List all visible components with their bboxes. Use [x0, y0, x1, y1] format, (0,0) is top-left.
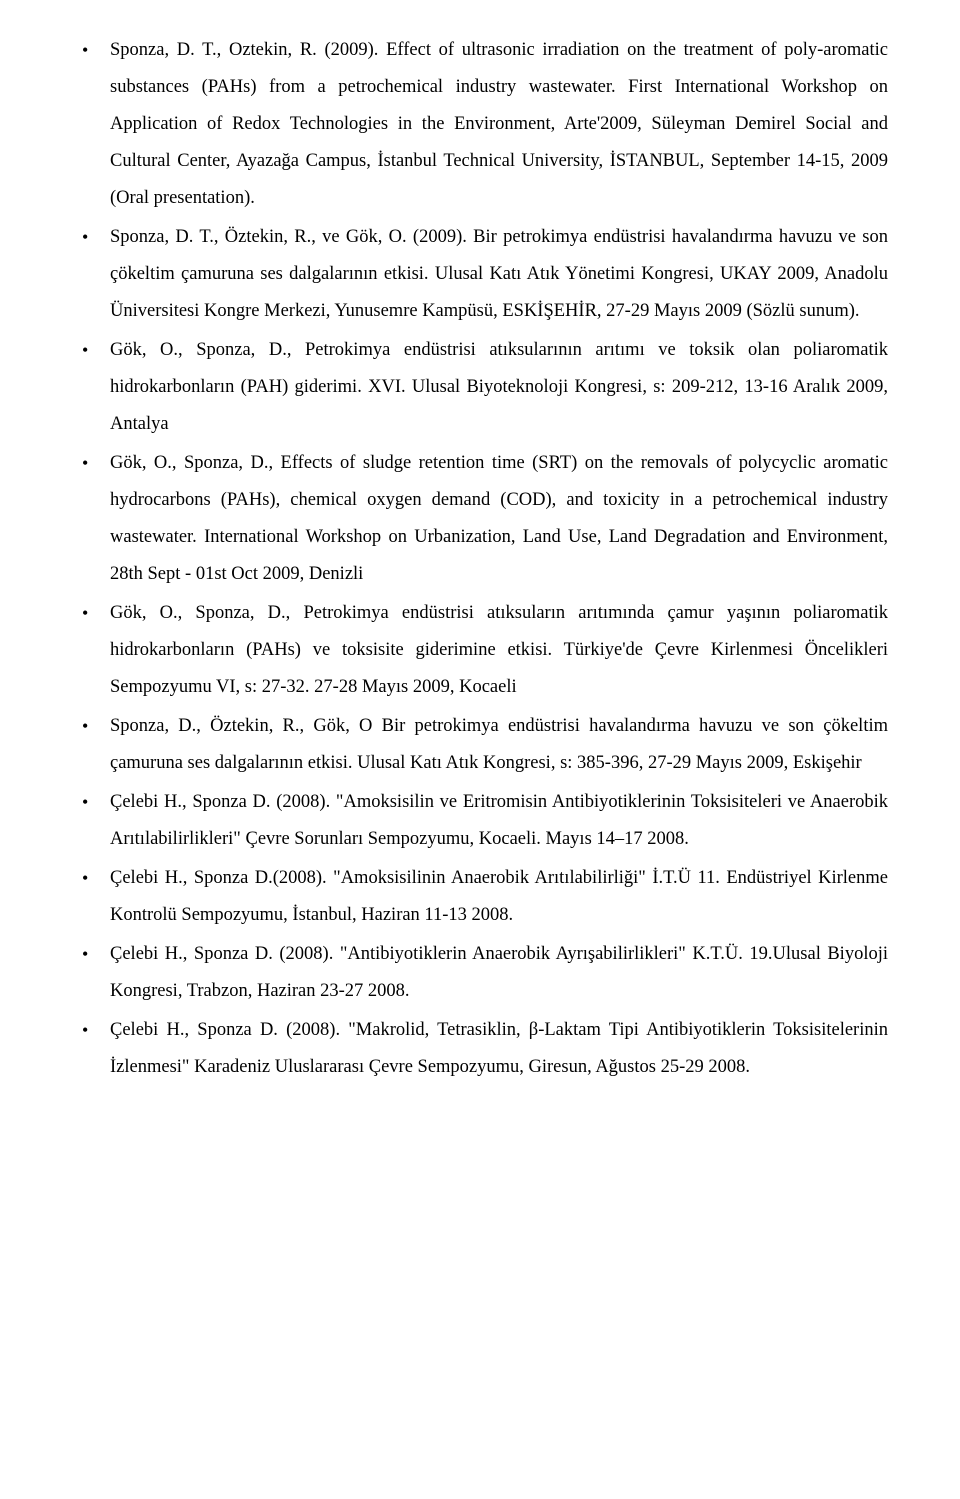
reference-text: Gök, O., Sponza, D., Petrokimya endüstri…	[110, 603, 888, 697]
reference-text: Sponza, D. T., Oztekin, R. (2009). Effec…	[110, 40, 888, 208]
reference-item: Çelebi H., Sponza D.(2008). "Amoksisilin…	[72, 860, 888, 934]
reference-item: Çelebi H., Sponza D. (2008). "Antibiyoti…	[72, 936, 888, 1010]
reference-text: Sponza, D. T., Öztekin, R., ve Gök, O. (…	[110, 227, 888, 321]
reference-item: Gök, O., Sponza, D., Petrokimya endüstri…	[72, 595, 888, 706]
reference-item: Sponza, D. T., Oztekin, R. (2009). Effec…	[72, 32, 888, 217]
reference-item: Gök, O., Sponza, D., Effects of sludge r…	[72, 445, 888, 593]
reference-text: Gök, O., Sponza, D., Petrokimya endüstri…	[110, 340, 888, 434]
reference-text: Çelebi H., Sponza D.(2008). "Amoksisilin…	[110, 868, 888, 925]
reference-item: Sponza, D., Öztekin, R., Gök, O Bir petr…	[72, 708, 888, 782]
reference-text: Çelebi H., Sponza D. (2008). "Makrolid, …	[110, 1020, 888, 1077]
reference-text: Çelebi H., Sponza D. (2008). "Antibiyoti…	[110, 944, 888, 1001]
reference-item: Çelebi H., Sponza D. (2008). "Makrolid, …	[72, 1012, 888, 1086]
reference-item: Sponza, D. T., Öztekin, R., ve Gök, O. (…	[72, 219, 888, 330]
reference-item: Gök, O., Sponza, D., Petrokimya endüstri…	[72, 332, 888, 443]
reference-text: Sponza, D., Öztekin, R., Gök, O Bir petr…	[110, 716, 888, 773]
reference-text: Çelebi H., Sponza D. (2008). "Amoksisili…	[110, 792, 888, 849]
reference-text: Gök, O., Sponza, D., Effects of sludge r…	[110, 453, 888, 584]
reference-item: Çelebi H., Sponza D. (2008). "Amoksisili…	[72, 784, 888, 858]
reference-list: Sponza, D. T., Oztekin, R. (2009). Effec…	[72, 32, 888, 1086]
